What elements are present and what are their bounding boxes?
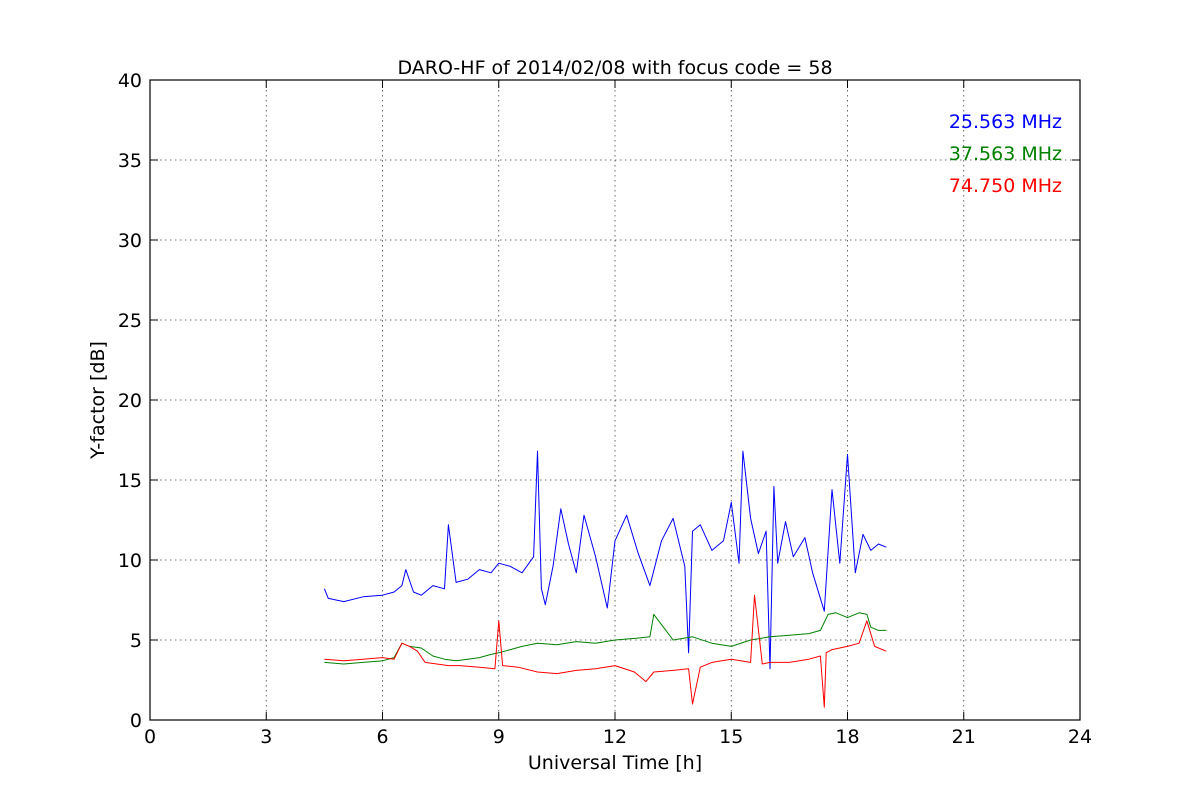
- chart-title: DARO-HF of 2014/02/08 with focus code = …: [397, 57, 832, 79]
- y-tick-label: 20: [118, 390, 142, 412]
- y-axis-label: Y-factor [dB]: [87, 341, 109, 460]
- legend: 25.563 MHz 37.563 MHz 74.750 MHz: [949, 111, 1062, 197]
- x-tick-label: 6: [376, 726, 388, 748]
- x-tick-label: 12: [603, 726, 627, 748]
- y-tick-label: 40: [118, 70, 142, 92]
- y-tick-label: 10: [118, 550, 142, 572]
- series-layer: [323, 450, 887, 708]
- x-tick-label: 9: [493, 726, 505, 748]
- y-tick-label: 35: [118, 150, 142, 172]
- x-tick-label: 21: [952, 726, 976, 748]
- tick-layer: 0 3 6 9 12 15 18 21 24 0 5 10 15 20 25 30 35 40: [118, 70, 1092, 748]
- legend-entry-3: 74.750 MHz: [949, 175, 1062, 197]
- series-line-2: [324, 612, 887, 665]
- y-tick-label: 5: [130, 630, 142, 652]
- grid-layer: [150, 80, 1080, 720]
- x-tick-label: 0: [144, 726, 156, 748]
- x-tick-label: 24: [1068, 726, 1092, 748]
- legend-entry-1: 25.563 MHz: [949, 111, 1062, 133]
- y-tick-label: 25: [118, 310, 142, 332]
- x-tick-label: 18: [835, 726, 859, 748]
- x-tick-label: 3: [260, 726, 272, 748]
- y-tick-label: 0: [130, 710, 142, 732]
- x-axis-label: Universal Time [h]: [528, 752, 702, 774]
- y-tick-label: 30: [118, 230, 142, 252]
- series-line-3: [324, 594, 887, 708]
- legend-entry-2: 37.563 MHz: [949, 143, 1062, 165]
- x-tick-label: 15: [719, 726, 743, 748]
- series-line-1: [323, 450, 887, 670]
- y-tick-label: 15: [118, 470, 142, 492]
